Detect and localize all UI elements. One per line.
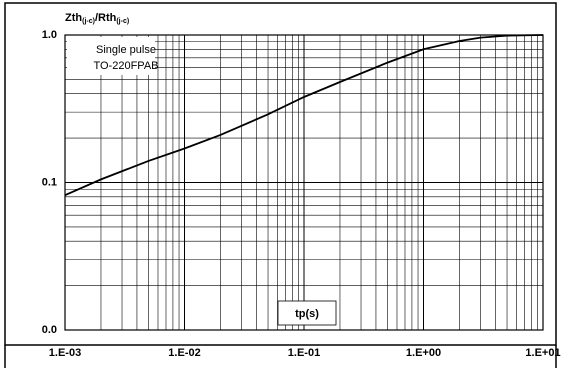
x-tick-label: 1.E+01	[525, 347, 560, 359]
y-axis-label: Zth(j-c)/Rth(j-c)	[65, 12, 129, 25]
y-tick-label: 0.1	[42, 176, 57, 188]
x-axis-label: tp(s)	[295, 308, 319, 320]
y-tick-label: 1.0	[42, 29, 57, 41]
x-tick-label: 1.E-01	[288, 347, 320, 359]
annotation: Single pulse	[96, 44, 156, 56]
y-label-part: (j-c)	[82, 18, 95, 25]
plot-border	[64, 34, 544, 331]
frame	[4, 2, 557, 346]
data-line	[64, 34, 544, 197]
y-label-part: Zth	[65, 12, 82, 24]
x-tick-label: 1.E+00	[406, 347, 441, 359]
marks	[64, 34, 544, 197]
y-label-part: /Rth	[95, 12, 117, 24]
grid	[64, 34, 544, 331]
x-tick-label: 1.E-03	[49, 347, 81, 359]
x-label-box	[277, 300, 337, 326]
x-tick-label: 1.E-02	[168, 347, 200, 359]
y-label-part: (j-c)	[116, 18, 129, 25]
annotation-box	[67, 37, 155, 75]
annotation: TO-220FPAB	[93, 60, 158, 72]
y-tick-label: 0.0	[42, 324, 57, 336]
